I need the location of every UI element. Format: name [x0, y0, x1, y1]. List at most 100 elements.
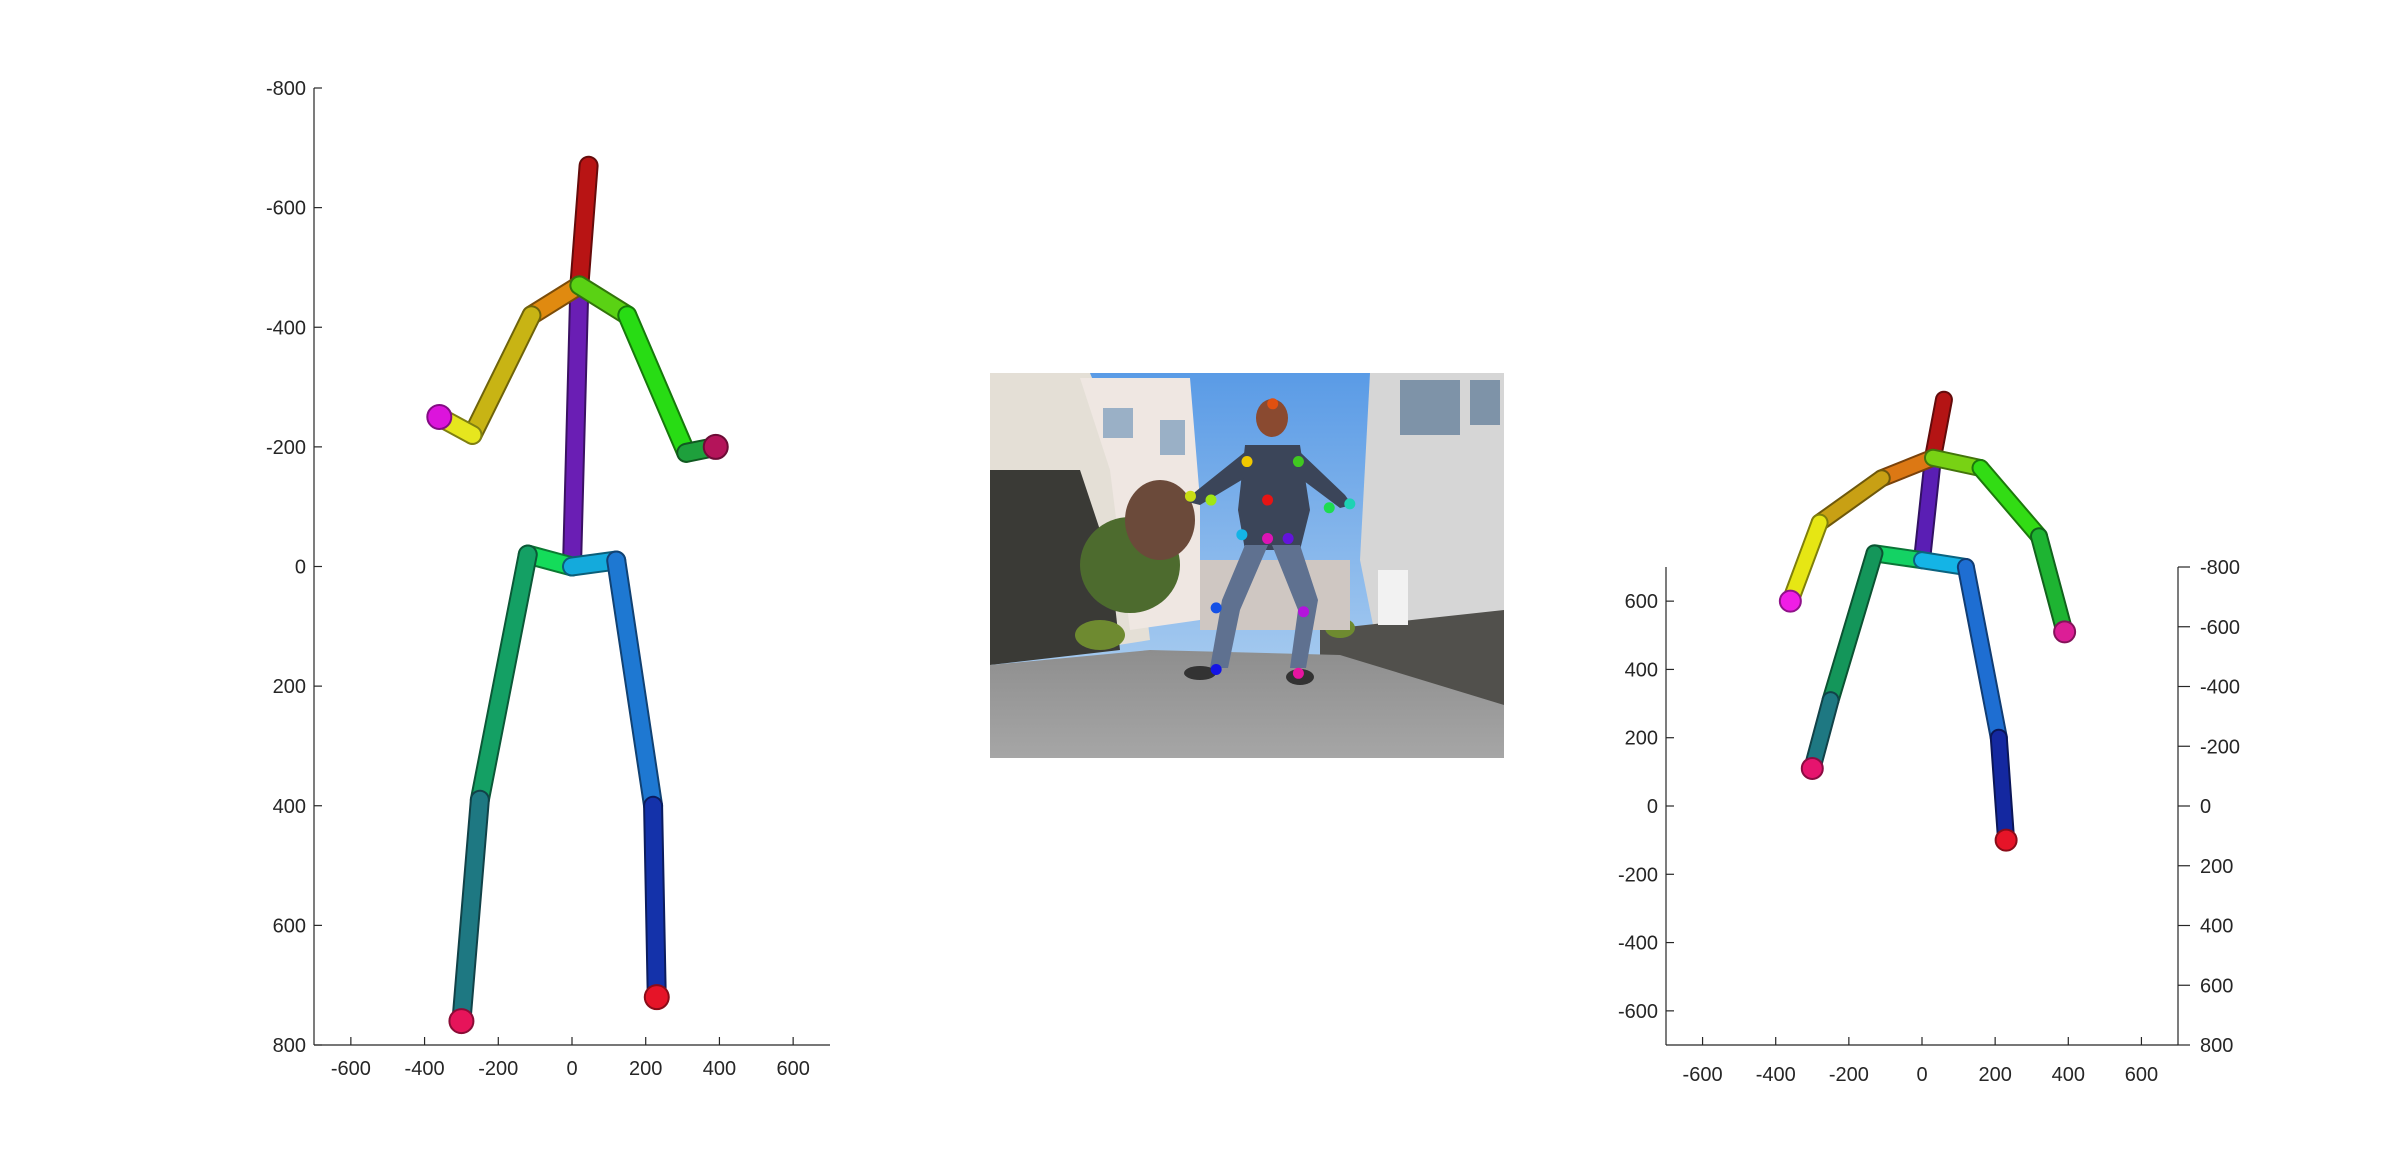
photo-person [1184, 399, 1352, 685]
bone-l_elbow-l_wrist [1783, 515, 1827, 609]
y-tick-label: -400 [1618, 933, 1658, 955]
photo-keypoint [1236, 529, 1248, 541]
right-y-tick-label: -600 [2200, 617, 2240, 639]
y-tick-label: 0 [1647, 796, 1658, 818]
x-tick-label: -600 [1683, 1064, 1723, 1086]
photo-left-house-shadow [990, 470, 1120, 665]
right-y-tick-label: 400 [2200, 916, 2233, 938]
bone-neck-head_top [571, 157, 597, 294]
right-y-tick-label: 200 [2200, 856, 2233, 878]
photo-keypoint [1210, 602, 1222, 614]
photo-keypoint [1184, 490, 1196, 502]
x-tick-label: -400 [1756, 1064, 1796, 1086]
x-tick-label: -200 [478, 1058, 518, 1080]
bone-r_knee-r_ankle [1991, 730, 2014, 848]
y-tick-label: 400 [1625, 659, 1658, 681]
y-tick-label: 600 [1625, 591, 1658, 613]
photo-road [990, 650, 1504, 758]
right-y-tick-label: 600 [2200, 975, 2233, 997]
right-skeleton-chart: -600 -400 -200 0 200 400 600 -800 -600 -400 -200 0… [1618, 390, 2240, 1086]
end-cap-l_wrist [426, 403, 453, 430]
bone-pelvis-neck [564, 277, 588, 575]
bone-pelvis-neck [1915, 450, 1940, 568]
photo-building-window [1160, 420, 1185, 455]
end-cap-r_wrist [2053, 620, 2077, 644]
bone-r_hip-r_knee [1958, 560, 2006, 745]
right-chart-left-y-ticks: -600 -400 -200 0 200 400 600 [1618, 591, 1674, 1023]
photo-person-left-shoe [1184, 666, 1216, 680]
bone-neck-l_shoulder [1874, 450, 1940, 486]
bone-r_knee-r_ankle [645, 797, 665, 1006]
photo-keypoint [1323, 502, 1335, 514]
photo-keypoint [1267, 398, 1279, 410]
photo-keypoints [1184, 398, 1356, 679]
y-tick-label: 600 [273, 915, 306, 937]
x-tick-label: 200 [1978, 1064, 2011, 1086]
left-chart-y-ticks: -800 -600 -400 -200 0 200 400 600 800 [266, 78, 322, 1057]
end-cap-r_wrist [702, 433, 729, 460]
end-cap-l_ankle [448, 1008, 475, 1035]
right-skeleton-bones [1778, 390, 2077, 852]
bone-r_elbow-r_wrist [2032, 529, 2072, 639]
left-skeleton-bones [426, 155, 729, 1035]
right-y-tick-label: 0 [2200, 796, 2211, 818]
end-cap-r_ankle [1994, 828, 2018, 852]
photo-person-right-arm [1300, 452, 1352, 508]
photo-right-window [1470, 380, 1500, 425]
y-tick-label: 400 [273, 796, 306, 818]
end-cap-l_ankle [1800, 756, 1824, 780]
photo-person-left-arm [1188, 452, 1245, 505]
photo-keypoint [1210, 663, 1222, 675]
bone-r_hip-r_knee [608, 552, 662, 814]
y-tick-label: -600 [1618, 1001, 1658, 1023]
photo-person-head [1256, 399, 1288, 437]
y-tick-label: 200 [1625, 728, 1658, 750]
x-tick-label: 200 [629, 1058, 662, 1080]
photo-building-window [1103, 408, 1133, 438]
x-tick-label: -600 [331, 1058, 371, 1080]
input-photo [990, 373, 1504, 758]
bone-r_shoulder-r_elbow [619, 307, 695, 461]
bone-r_shoulder-r_elbow [1973, 460, 2047, 544]
photo-keypoint [1262, 494, 1274, 506]
photo-right-window [1400, 380, 1460, 435]
end-cap-l_wrist [1778, 589, 1802, 613]
y-tick-label: -200 [1618, 864, 1658, 886]
bone-l_knee-l_ankle [453, 791, 488, 1030]
end-cap-r_ankle [643, 984, 670, 1011]
y-tick-label: -200 [266, 437, 306, 459]
photo-person-torso [1238, 445, 1310, 550]
x-tick-label: -400 [405, 1058, 445, 1080]
y-tick-label: 800 [273, 1035, 306, 1057]
bone-l_shoulder-l_elbow [1812, 471, 1889, 530]
x-tick-label: 400 [703, 1058, 736, 1080]
bone-neck-head_top [1925, 392, 1951, 465]
photo-person-right-leg [1272, 545, 1318, 668]
y-tick-label: -600 [266, 198, 306, 220]
photo-plant [1075, 620, 1125, 650]
bone-l_hip-l_knee [1823, 546, 1882, 708]
bone-l_hip-l_knee [471, 546, 536, 808]
x-tick-label: 600 [2125, 1064, 2158, 1086]
y-tick-label: 0 [295, 557, 306, 579]
x-tick-label: 0 [566, 1058, 577, 1080]
photo-keypoint [1298, 606, 1310, 618]
photo-tree [1125, 480, 1195, 560]
right-y-tick-label: -200 [2200, 736, 2240, 758]
photo-keypoint [1282, 533, 1294, 545]
bone-l_shoulder-l_elbow [464, 307, 540, 443]
x-tick-label: 600 [776, 1058, 809, 1080]
right-y-tick-label: 800 [2200, 1035, 2233, 1057]
photo-meter-box [1378, 570, 1408, 625]
x-tick-label: 400 [2052, 1064, 2085, 1086]
photo-keypoint [1292, 667, 1304, 679]
y-tick-label: -800 [266, 78, 306, 100]
left-skeleton-chart: -800 -600 -400 -200 0 200 400 600 800 -600 -400 -2… [266, 78, 830, 1080]
x-tick-label: 0 [1916, 1064, 1927, 1086]
photo-keypoint [1292, 456, 1304, 468]
y-tick-label: 200 [273, 676, 306, 698]
photo-keypoint [1262, 533, 1274, 545]
photo-keypoint [1241, 456, 1253, 468]
photo-keypoint [1344, 498, 1356, 510]
